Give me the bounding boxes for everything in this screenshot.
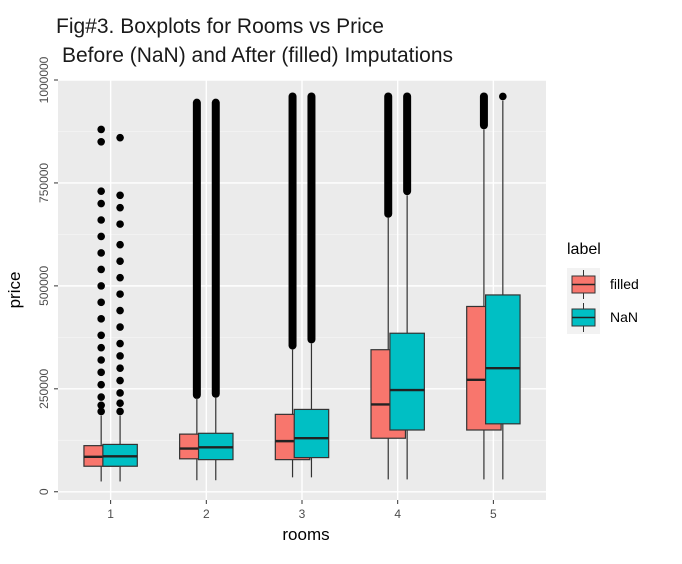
x-axis-title: rooms [282,525,329,544]
outlier-point [116,352,124,360]
boxplots [83,92,521,482]
outlier-point [97,187,105,195]
y-tick-label: 500000 [37,266,51,306]
outlier-point [97,401,105,410]
outlier-point [97,393,105,401]
y-tick-label: 0 [37,488,51,495]
outlier-point [97,298,105,307]
outlier-point [116,389,124,397]
outlier-point [116,407,124,416]
legend: label filled NaN [567,241,639,334]
x-tick-label: 4 [394,507,401,521]
outlier-point [116,290,124,298]
outlier-point [97,199,105,208]
x-tick-label: 3 [299,507,306,521]
box [389,332,425,431]
outlier-point [97,125,105,134]
outlier-point [116,376,124,385]
outlier-point [116,203,124,212]
legend-label: NaN [610,309,638,325]
outlier-point [116,399,124,408]
outlier-point [116,257,124,265]
outlier-point [116,240,124,249]
y-tick-label: 1000000 [37,56,51,103]
outlier-point [97,137,105,146]
chart-title: Fig#3. Boxplots for Rooms vs Price [56,15,384,38]
outlier-point [97,407,105,416]
outlier-point [116,273,124,282]
outlier-point [97,368,105,377]
outlier-point [116,323,124,331]
outlier-point [116,306,124,315]
outlier-point [97,315,105,323]
chart-subtitle: Before (NaN) and After (filled) Imputati… [62,44,453,67]
outlier-point [116,191,124,200]
outlier-point [97,331,105,340]
outlier-point [97,216,105,224]
outlier-point [97,232,105,241]
y-tick-label: 750000 [37,163,51,203]
outlier-point [97,249,105,257]
outlier-point [97,265,105,274]
x-tick-label: 5 [490,507,497,521]
x-tick-label: 1 [107,507,114,521]
outlier-point [97,343,105,352]
box [293,408,330,459]
box [485,294,521,425]
outlier-point [116,220,124,228]
outlier-point [116,133,124,142]
legend-item-filled: filled [567,268,639,301]
outlier-point [116,339,124,348]
boxplot-NaN-rooms-2 [197,98,234,481]
legend-item-NaN: NaN [567,301,638,334]
y-axis-title: price [5,272,24,309]
outlier-point [97,282,105,290]
grid-lines [58,79,546,500]
boxplot-filled-rooms-1 [83,125,119,482]
y-tick-label: 250000 [37,368,51,408]
boxplot-NaN-rooms-3 [293,92,330,478]
boxplot-NaN-rooms-4 [389,92,425,480]
outlier-point [97,356,105,364]
outlier-point [97,380,105,389]
outlier-point [116,364,124,373]
boxplot-NaN-rooms-5 [485,92,521,480]
y-axis: 0 250000 500000 750000 1000000 [37,56,58,495]
boxplot-NaN-rooms-1 [102,133,138,482]
x-axis: 1 2 3 4 5 [107,500,497,521]
legend-title: label [567,241,601,258]
outlier-point [499,92,507,101]
legend-label: filled [610,276,639,292]
x-tick-label: 2 [203,507,210,521]
